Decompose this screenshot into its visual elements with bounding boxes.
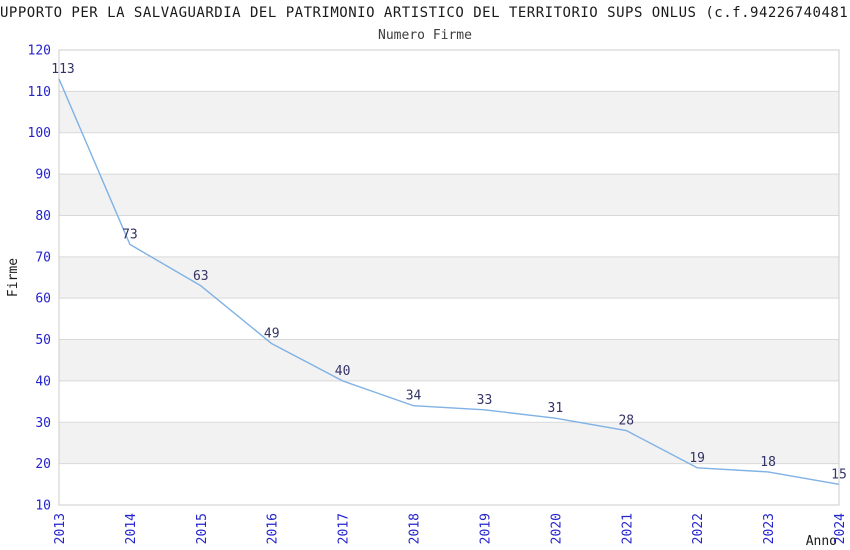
data-label: 31 <box>548 401 564 416</box>
band-stripe <box>59 174 839 216</box>
y-tick-label: 90 <box>35 168 51 183</box>
band-stripe <box>59 422 839 464</box>
x-tick-label: 2021 <box>620 513 635 544</box>
data-label: 18 <box>760 455 776 470</box>
y-tick-label: 30 <box>35 416 51 431</box>
data-label: 73 <box>122 227 138 242</box>
band-stripe <box>59 91 839 133</box>
data-label: 113 <box>51 62 74 77</box>
x-tick-label: 2017 <box>337 513 352 544</box>
y-tick-label: 70 <box>35 250 51 265</box>
x-tick-label: 2020 <box>549 513 564 544</box>
plot-border <box>58 49 840 506</box>
data-label: 28 <box>618 414 634 429</box>
data-label: 49 <box>264 327 280 342</box>
y-tick-label: 50 <box>35 333 51 348</box>
chart-subtitle: Numero Firme <box>378 28 472 43</box>
y-tick-label: 40 <box>35 374 51 389</box>
y-tick-label: 120 <box>28 44 51 59</box>
y-tick-label: 60 <box>35 292 51 307</box>
data-label: 19 <box>689 451 705 466</box>
data-label: 40 <box>335 364 351 379</box>
x-tick-labels: 2013 2014 2015 2016 2017 2018 2019 2020 2021 2022… <box>53 513 848 544</box>
x-tick-label: 2014 <box>124 513 139 544</box>
alt-bands <box>59 91 839 464</box>
series-line <box>58 78 840 486</box>
x-tick-label: 2013 <box>53 513 68 544</box>
data-label: 63 <box>193 269 209 284</box>
y-tick-label: 100 <box>28 126 51 141</box>
x-tick-label: 2024 <box>833 513 848 544</box>
x-tick-label: 2018 <box>408 513 423 544</box>
data-label: 33 <box>477 393 493 408</box>
band-stripe <box>59 339 839 381</box>
data-label: 15 <box>831 467 847 482</box>
x-tick-label: 2022 <box>691 513 706 544</box>
chart-title: UPPORTO PER LA SALVAGUARDIA DEL PATRIMON… <box>0 5 849 21</box>
x-tick-label: 2019 <box>478 513 493 544</box>
y-tick-label: 10 <box>35 499 51 514</box>
band-stripe <box>59 256 839 299</box>
data-labels: 113 73 63 49 40 34 33 31 28 19 18 15 <box>51 62 847 482</box>
y-tick-labels: 10 20 30 40 50 60 70 80 90 100 110 120 <box>28 44 51 514</box>
x-tick-label: 2023 <box>762 513 777 544</box>
x-tick-label: 2016 <box>266 513 281 544</box>
y-axis-title: Firme <box>6 258 21 297</box>
data-label: 34 <box>406 389 422 404</box>
x-tick-label: 2015 <box>195 513 210 544</box>
y-tick-label: 110 <box>28 85 51 100</box>
x-axis-title: Anno <box>806 534 837 549</box>
y-tick-label: 20 <box>35 457 51 472</box>
y-tick-label: 80 <box>35 209 51 224</box>
